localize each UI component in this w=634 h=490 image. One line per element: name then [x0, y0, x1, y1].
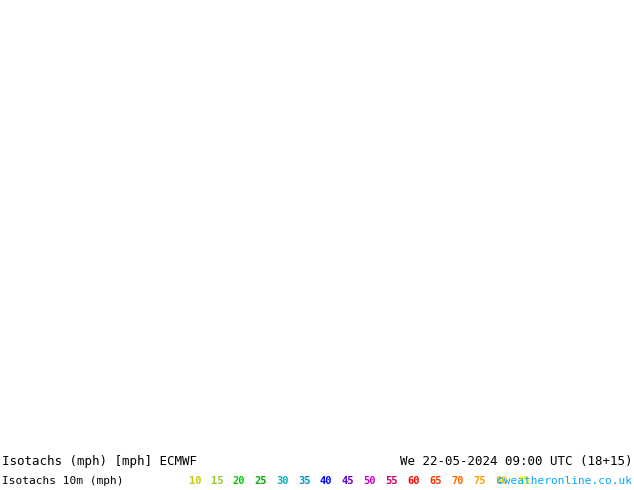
Text: 50: 50 — [364, 476, 376, 486]
Text: 35: 35 — [298, 476, 311, 486]
Text: 30: 30 — [276, 476, 288, 486]
Text: 45: 45 — [342, 476, 354, 486]
Text: 80: 80 — [495, 476, 507, 486]
Text: 25: 25 — [254, 476, 267, 486]
Text: 85: 85 — [517, 476, 529, 486]
Text: 70: 70 — [451, 476, 463, 486]
Text: 75: 75 — [473, 476, 486, 486]
Text: 10: 10 — [189, 476, 201, 486]
Text: 20: 20 — [233, 476, 245, 486]
Text: 60: 60 — [408, 476, 420, 486]
Text: 15: 15 — [210, 476, 223, 486]
Text: We 22-05-2024 09:00 UTC (18+15): We 22-05-2024 09:00 UTC (18+15) — [399, 455, 632, 468]
Text: Isotachs (mph) [mph] ECMWF: Isotachs (mph) [mph] ECMWF — [2, 455, 197, 468]
Text: 90: 90 — [539, 476, 551, 486]
Text: 55: 55 — [385, 476, 398, 486]
Text: Isotachs 10m (mph): Isotachs 10m (mph) — [2, 476, 124, 486]
Text: 40: 40 — [320, 476, 332, 486]
Text: 65: 65 — [429, 476, 442, 486]
Text: ©weatheronline.co.uk: ©weatheronline.co.uk — [497, 476, 632, 486]
